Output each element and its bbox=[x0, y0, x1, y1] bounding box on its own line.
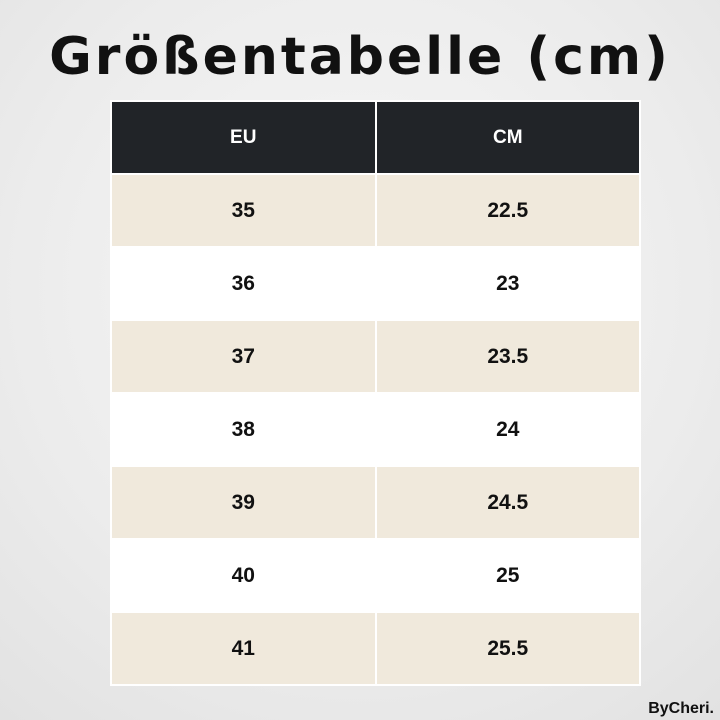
table-head: EU CM bbox=[110, 100, 641, 175]
column-header: EU bbox=[110, 100, 377, 175]
title: Größentabelle (cm) bbox=[49, 27, 671, 87]
table-cell: 23 bbox=[374, 246, 641, 321]
table-row: 35 22.5 bbox=[110, 173, 641, 248]
table-cell: 35 bbox=[110, 173, 377, 248]
table-row: 40 25 bbox=[110, 538, 641, 613]
table-cell: 25.5 bbox=[374, 611, 641, 686]
brand: ByCheri. bbox=[648, 700, 714, 717]
table-cell: 24.5 bbox=[374, 465, 641, 540]
table-body: 35 22.5 36 23 37 23.5 38 24 39 24.5 40 25 41 25.5 bbox=[110, 173, 641, 686]
header-row: EU CM bbox=[110, 100, 641, 175]
table-cell: 24 bbox=[374, 392, 641, 467]
table-row: 37 23.5 bbox=[110, 319, 641, 394]
table-row: 41 25.5 bbox=[110, 611, 641, 686]
table-row: 38 24 bbox=[110, 392, 641, 467]
table-cell: 22.5 bbox=[374, 173, 641, 248]
table-cell: 39 bbox=[110, 465, 377, 540]
table-cell: 23.5 bbox=[374, 319, 641, 394]
table-cell: 41 bbox=[110, 611, 377, 686]
table-row: 39 24.5 bbox=[110, 465, 641, 540]
table-cell: 25 bbox=[374, 538, 641, 613]
table-cell: 38 bbox=[110, 392, 377, 467]
table-row: 36 23 bbox=[110, 246, 641, 321]
table-cell: 36 bbox=[110, 246, 377, 321]
table-cell: 40 bbox=[110, 538, 377, 613]
column-header: CM bbox=[374, 100, 641, 175]
table-cell: 37 bbox=[110, 319, 377, 394]
size-table: EU CM 35 22.5 36 23 37 23.5 38 24 39 24.5 40 25 41 25.… bbox=[110, 100, 641, 686]
